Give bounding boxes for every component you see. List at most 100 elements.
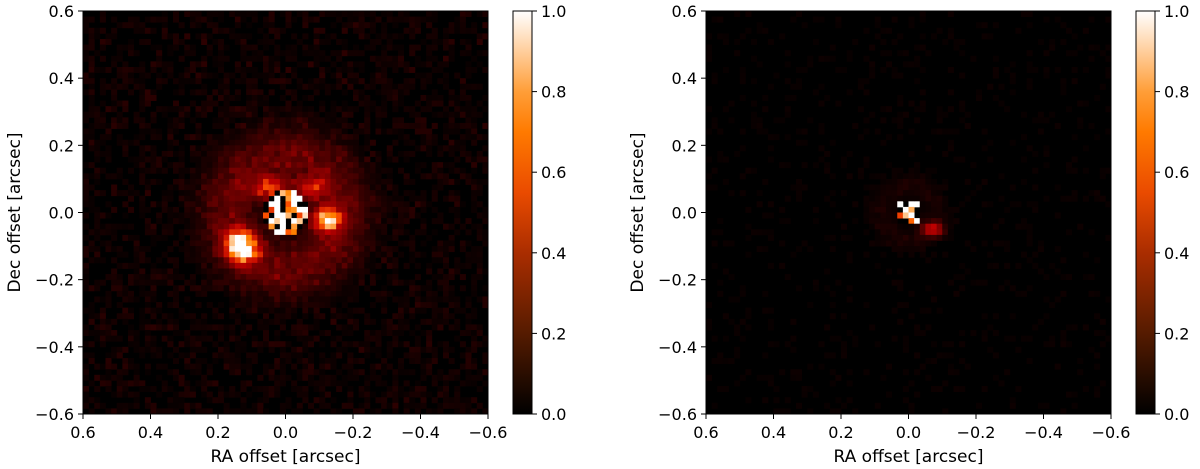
heatmap-cell: [386, 33, 393, 40]
heatmap-cell: [992, 223, 999, 230]
heatmap-cell: [358, 206, 365, 213]
heatmap-cell: [308, 50, 315, 57]
heatmap-cell: [234, 285, 241, 292]
heatmap-cell: [122, 83, 129, 90]
heatmap-cell: [471, 111, 478, 118]
heatmap-cell: [869, 44, 876, 51]
heatmap-cell: [824, 195, 831, 202]
heatmap-cell: [246, 145, 253, 152]
heatmap-cell: [139, 268, 146, 275]
heatmap-cell: [942, 38, 949, 45]
heatmap-cell: [324, 374, 331, 381]
heatmap-cell: [178, 374, 185, 381]
heatmap-cell: [263, 111, 270, 118]
heatmap-cell: [246, 11, 253, 17]
heatmap-cell: [319, 262, 326, 269]
heatmap-cell: [229, 94, 236, 101]
y-tick-label: 0.4: [672, 69, 697, 88]
heatmap-cell: [122, 22, 129, 29]
heatmap-cell: [471, 122, 478, 129]
heatmap-cell: [717, 358, 724, 365]
heatmap-cell: [420, 240, 427, 247]
heatmap-cell: [465, 296, 472, 303]
heatmap-cell: [268, 391, 275, 398]
heatmap-cell: [767, 307, 774, 314]
heatmap-cell: [274, 251, 281, 258]
heatmap-cell: [369, 274, 376, 281]
heatmap-cell: [353, 262, 360, 269]
heatmap-cell: [212, 190, 219, 197]
heatmap-cell: [471, 201, 478, 208]
heatmap-cell: [285, 240, 292, 247]
heatmap-cell: [936, 106, 943, 113]
heatmap-cell: [454, 212, 461, 219]
heatmap-cell: [246, 55, 253, 62]
heatmap-cell: [1032, 262, 1039, 269]
heatmap-cell: [116, 117, 123, 124]
heatmap-cell: [779, 206, 786, 213]
heatmap-cell: [128, 330, 135, 337]
heatmap-cell: [482, 122, 489, 129]
heatmap-cell: [302, 173, 309, 180]
heatmap-cell: [706, 106, 713, 113]
heatmap-cell: [739, 145, 746, 152]
heatmap-cell: [94, 122, 101, 129]
heatmap-cell: [465, 330, 472, 337]
heatmap-cell: [863, 251, 870, 258]
heatmap-cell: [223, 134, 230, 141]
heatmap-cell: [99, 318, 106, 325]
heatmap-cell: [437, 369, 444, 376]
heatmap-cell: [150, 324, 157, 331]
heatmap-cell: [869, 61, 876, 68]
heatmap-cell: [728, 100, 735, 107]
heatmap-cell: [302, 374, 309, 381]
heatmap-cell: [139, 346, 146, 353]
heatmap-cell: [959, 285, 966, 292]
heatmap-cell: [111, 89, 118, 96]
heatmap-cell: [263, 369, 270, 376]
heatmap-cell: [302, 346, 309, 353]
heatmap-cell: [1094, 313, 1101, 320]
heatmap-cell: [398, 223, 405, 230]
heatmap-cell: [234, 218, 241, 225]
heatmap-cell: [818, 122, 825, 129]
heatmap-cell: [128, 234, 135, 241]
heatmap-cell: [919, 363, 926, 370]
heatmap-cell: [324, 173, 331, 180]
heatmap-cell: [268, 55, 275, 62]
heatmap-cell: [105, 408, 112, 415]
heatmap-cell: [99, 167, 106, 174]
heatmap-cell: [268, 22, 275, 29]
heatmap-cell: [1049, 44, 1056, 51]
heatmap-cell: [189, 274, 196, 281]
heatmap-cell: [234, 257, 241, 264]
heatmap-cell: [139, 257, 146, 264]
heatmap-cell: [173, 285, 180, 292]
heatmap-cell: [482, 369, 489, 376]
heatmap-cell: [296, 234, 303, 241]
heatmap-cell: [336, 307, 343, 314]
heatmap-cell: [891, 66, 898, 73]
heatmap-cell: [330, 313, 337, 320]
heatmap-cell: [178, 184, 185, 191]
heatmap-cell: [336, 352, 343, 359]
heatmap-cell: [437, 324, 444, 331]
heatmap-cell: [443, 106, 450, 113]
heatmap-cell: [711, 122, 718, 129]
heatmap-cell: [364, 240, 371, 247]
heatmap-cell: [279, 106, 286, 113]
heatmap-cell: [976, 279, 983, 286]
heatmap-cell: [313, 122, 320, 129]
heatmap-cell: [381, 190, 388, 197]
heatmap-cell: [150, 296, 157, 303]
heatmap-cell: [173, 302, 180, 309]
heatmap-cell: [173, 117, 180, 124]
heatmap-cell: [381, 184, 388, 191]
heatmap-cell: [330, 229, 337, 236]
heatmap-cell: [133, 330, 140, 337]
heatmap-cell: [279, 352, 286, 359]
heatmap-cell: [218, 335, 225, 342]
heatmap-cell: [94, 397, 101, 404]
heatmap-cell: [161, 363, 168, 370]
heatmap-cell: [279, 346, 286, 353]
